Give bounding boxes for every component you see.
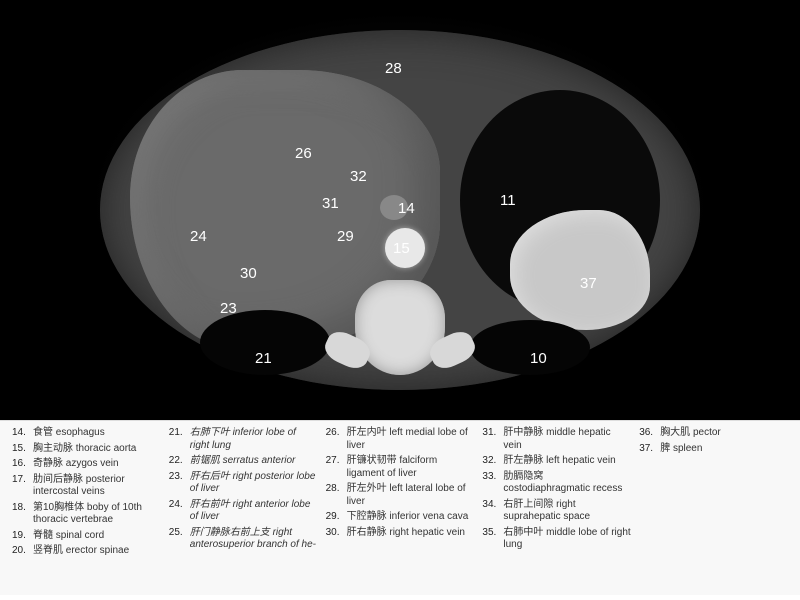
ct-scan-container: 28 26 32 31 14 11 24 29 15 30 23 37 21 10 — [0, 0, 800, 420]
ct-label-26: 26 — [295, 145, 312, 162]
legend-item: 19. 脊髓 spinal cord — [12, 530, 161, 543]
ct-label-32: 32 — [350, 168, 367, 185]
legend-text: 脊髓 spinal cord — [33, 530, 104, 543]
legend-item: 18. 第10胸椎体 boby of 10th thoracic vertebra… — [12, 502, 161, 527]
ct-label-24: 24 — [190, 228, 207, 245]
legend-item: 15. 胸主动脉 thoracic aorta — [12, 443, 161, 456]
ct-label-10: 10 — [530, 350, 547, 367]
legend-text: 肋膈隐窝 costodiaphragmatic recess — [503, 471, 631, 496]
legend-text: 食管 esophagus — [33, 427, 105, 440]
legend-number: 26. — [326, 427, 342, 452]
legend-item: 27. 肝镰状韧带 falciform ligament of liver — [326, 455, 475, 480]
ct-label-11: 11 — [500, 192, 516, 209]
vertebra — [355, 280, 445, 375]
legend-number: 30. — [326, 527, 342, 540]
legend-number: 33. — [482, 471, 498, 496]
ct-label-15: 15 — [393, 240, 410, 257]
legend-text: 肝右静脉 right hepatic vein — [347, 527, 465, 540]
legend-number: 34. — [482, 499, 498, 524]
legend-item: 23. 肝右后叶 right posterior lobe of liver — [169, 471, 318, 496]
legend-column-3: 31. 肝中静脉 middle hepatic vein 32. 肝左静脉 left … — [482, 427, 631, 589]
legend-text: 前锯肌 serratus anterior — [190, 455, 296, 468]
legend-item: 28. 肝左外叶 left lateral lobe of liver — [326, 483, 475, 508]
ct-label-37: 37 — [580, 275, 597, 292]
legend-number: 17. — [12, 474, 28, 499]
legend-item: 25. 肝门静脉右前上支 right anterosuperior branch … — [169, 527, 318, 552]
ct-label-21: 21 — [255, 350, 272, 367]
legend-text: 肝左外叶 left lateral lobe of liver — [347, 483, 475, 508]
ct-label-30: 30 — [240, 265, 257, 282]
ct-axial-image: 28 26 32 31 14 11 24 29 15 30 23 37 21 10 — [80, 10, 720, 410]
legend-text: 奇静脉 azygos vein — [33, 458, 119, 471]
ct-label-23: 23 — [220, 300, 237, 317]
legend-text: 肋间后静脉 posterior intercostal veins — [33, 474, 161, 499]
legend-item: 21. 右肺下叶 inferior lobe of right lung — [169, 427, 318, 452]
legend-item: 32. 肝左静脉 left hepatic vein — [482, 455, 631, 468]
legend-column-4: 36. 胸大肌 pector 37. 脾 spleen — [639, 427, 788, 589]
legend-number: 19. — [12, 530, 28, 543]
legend-number: 14. — [12, 427, 28, 440]
legend-item: 34. 右肝上间隙 right suprahepatic space — [482, 499, 631, 524]
legend-number: 29. — [326, 511, 342, 524]
legend-item: 29. 下腔静脉 inferior vena cava — [326, 511, 475, 524]
ct-label-29: 29 — [337, 228, 354, 245]
legend-number: 25. — [169, 527, 185, 552]
legend-column-2: 26. 肝左内叶 left medial lobe of liver 27. 肝镰状韧… — [326, 427, 475, 589]
legend-item: 35. 右肺中叶 middle lobe of right lung — [482, 527, 631, 552]
legend-number: 15. — [12, 443, 28, 456]
legend-text: 竖脊肌 erector spinae — [33, 545, 129, 558]
legend-item: 17. 肋间后静脉 posterior intercostal veins — [12, 474, 161, 499]
legend-text: 肝中静脉 middle hepatic vein — [503, 427, 631, 452]
legend-number: 21. — [169, 427, 185, 452]
legend-text: 肝镰状韧带 falciform ligament of liver — [347, 455, 475, 480]
ct-label-28: 28 — [385, 60, 402, 77]
legend-number: 32. — [482, 455, 498, 468]
legend-number: 24. — [169, 499, 185, 524]
legend-number: 31. — [482, 427, 498, 452]
legend-number: 20. — [12, 545, 28, 558]
legend-item: 36. 胸大肌 pector — [639, 427, 788, 440]
spleen-region — [510, 210, 650, 330]
legend-item: 26. 肝左内叶 left medial lobe of liver — [326, 427, 475, 452]
legend-text: 肝右前叶 right anterior lobe of liver — [190, 499, 318, 524]
legend-number: 36. — [639, 427, 655, 440]
legend-text: 右肺中叶 middle lobe of right lung — [503, 527, 631, 552]
legend-text: 右肝上间隙 right suprahepatic space — [503, 499, 631, 524]
legend-text: 肝左静脉 left hepatic vein — [503, 455, 615, 468]
legend-number: 27. — [326, 455, 342, 480]
legend-column-0: 14. 食管 esophagus 15. 胸主动脉 thoracic aorta 16.… — [12, 427, 161, 589]
legend-text: 右肺下叶 inferior lobe of right lung — [190, 427, 318, 452]
legend-number: 18. — [12, 502, 28, 527]
ct-label-31: 31 — [322, 195, 339, 212]
legend-text: 肝左内叶 left medial lobe of liver — [347, 427, 475, 452]
legend-text: 第10胸椎体 boby of 10th thoracic vertebrae — [33, 502, 161, 527]
legend-item: 22. 前锯肌 serratus anterior — [169, 455, 318, 468]
legend-item: 16. 奇静脉 azygos vein — [12, 458, 161, 471]
ct-label-14: 14 — [398, 200, 415, 217]
legend-text: 脾 spleen — [660, 443, 702, 456]
legend-text: 胸大肌 pector — [660, 427, 721, 440]
legend-item: 33. 肋膈隐窝 costodiaphragmatic recess — [482, 471, 631, 496]
legend-item: 31. 肝中静脉 middle hepatic vein — [482, 427, 631, 452]
legend-item: 14. 食管 esophagus — [12, 427, 161, 440]
legend-number: 23. — [169, 471, 185, 496]
legend-number: 37. — [639, 443, 655, 456]
legend-text: 胸主动脉 thoracic aorta — [33, 443, 136, 456]
legend-number: 22. — [169, 455, 185, 468]
legend-column-1: 21. 右肺下叶 inferior lobe of right lung 22. 前锯… — [169, 427, 318, 589]
legend-item: 37. 脾 spleen — [639, 443, 788, 456]
legend-item: 20. 竖脊肌 erector spinae — [12, 545, 161, 558]
legend-item: 24. 肝右前叶 right anterior lobe of liver — [169, 499, 318, 524]
anatomical-legend: 14. 食管 esophagus 15. 胸主动脉 thoracic aorta 16.… — [0, 420, 800, 595]
legend-text: 下腔静脉 inferior vena cava — [347, 511, 469, 524]
legend-number: 28. — [326, 483, 342, 508]
legend-number: 35. — [482, 527, 498, 552]
legend-text: 肝门静脉右前上支 right anterosuperior branch of … — [190, 527, 318, 552]
legend-number: 16. — [12, 458, 28, 471]
legend-text: 肝右后叶 right posterior lobe of liver — [190, 471, 318, 496]
legend-item: 30. 肝右静脉 right hepatic vein — [326, 527, 475, 540]
